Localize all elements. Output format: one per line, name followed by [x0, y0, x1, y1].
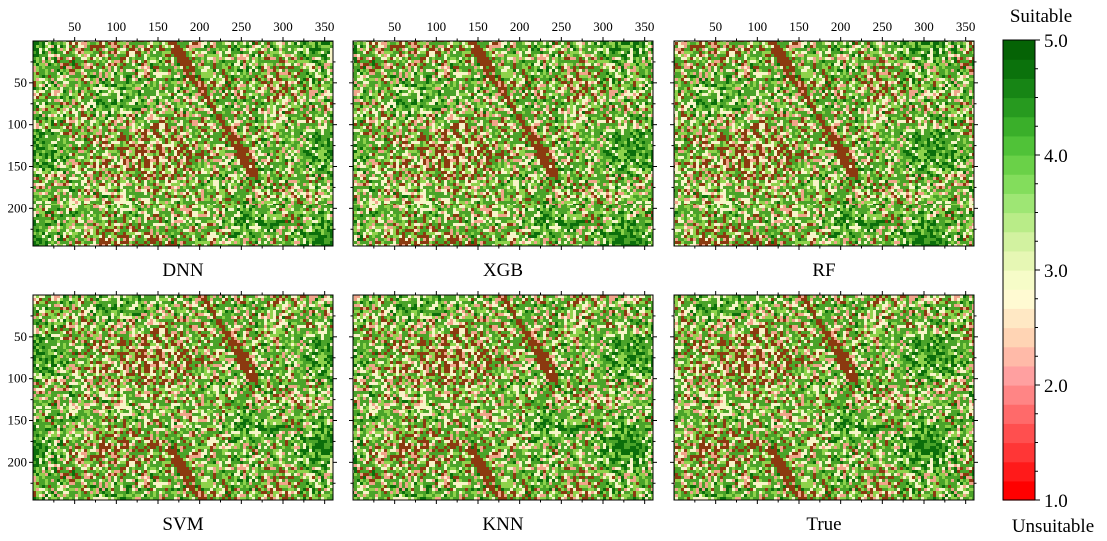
- colorbar-step: [1003, 231, 1035, 252]
- colorbar-step: [1003, 155, 1035, 175]
- colorbar-top-label: Suitable: [1010, 6, 1072, 27]
- map-panel-knn: KNN: [349, 291, 657, 535]
- x-tick-label: 150: [148, 19, 168, 34]
- x-tick-label: 200: [190, 19, 210, 34]
- colorbar-tick-label: 3.0: [1044, 261, 1068, 282]
- x-tick-label: 50: [68, 19, 81, 34]
- suitability-map: [353, 295, 653, 500]
- x-tick-label: 250: [232, 19, 252, 34]
- map-panel-dnn: 50 100 150 200 250 300 350 50 100 150 200 DNN: [8, 19, 337, 281]
- colorbar-step: [1003, 289, 1035, 309]
- colorbar-tick-label: 1.0: [1044, 491, 1068, 512]
- x-tick-label: 300: [914, 19, 934, 34]
- x-tick-label: 250: [552, 19, 572, 34]
- colorbar-step: [1003, 135, 1035, 156]
- colorbar-ticks: 5.0 4.0 3.0 2.0 1.0: [1035, 31, 1068, 512]
- x-tick-label: 250: [873, 19, 893, 34]
- map-panel-svm: 50 100 150 200 SVM: [8, 291, 337, 535]
- x-tick-label: 350: [635, 19, 655, 34]
- colorbar-tick-label: 4.0: [1044, 146, 1068, 167]
- colorbar-step: [1003, 308, 1035, 329]
- colorbar-step: [1003, 97, 1035, 118]
- x-tick-label: 300: [593, 19, 613, 34]
- panel-frame: [32, 40, 334, 247]
- suitability-map: [353, 41, 653, 246]
- y-tick-label: 150: [8, 159, 28, 174]
- y-tick-label: 150: [8, 413, 28, 428]
- panel-title: DNN: [162, 260, 203, 281]
- y-tick-label: 100: [8, 117, 28, 132]
- colorbar-step: [1003, 365, 1035, 386]
- x-tick-label: 350: [315, 19, 335, 34]
- panel-title: RF: [812, 260, 835, 281]
- x-tick-label: 100: [107, 19, 127, 34]
- colorbar-step: [1003, 423, 1035, 444]
- suitability-map: [674, 295, 974, 500]
- colorbar-step: [1003, 193, 1035, 214]
- y-tick-label: 50: [14, 75, 27, 90]
- colorbar-step: [1003, 40, 1035, 60]
- x-tick-label: 350: [956, 19, 976, 34]
- x-tick-label: 300: [273, 19, 293, 34]
- colorbar-step: [1003, 385, 1035, 405]
- colorbar-step: [1003, 174, 1035, 194]
- colorbar-step: [1003, 442, 1035, 463]
- x-tick-label: 200: [831, 19, 851, 34]
- y-tick-label: 50: [14, 329, 27, 344]
- colorbar-step: [1003, 78, 1035, 99]
- colorbar-bottom-label: Unsuitable: [1012, 516, 1094, 537]
- panel-frame: [32, 294, 334, 501]
- panel-title: True: [806, 514, 841, 535]
- x-tick-label: 150: [789, 19, 809, 34]
- map-panels: 50 100 150 200 250 300 350 50 100 150 200 DNN 50 100 1…: [8, 19, 978, 535]
- panel-frame: [352, 294, 654, 501]
- x-tick-label: 150: [468, 19, 488, 34]
- colorbar-steps: [1003, 40, 1035, 501]
- colorbar: Suitable 5.0 4.0 3.0 2.0 1.0 Unsuitable: [1002, 6, 1094, 537]
- suitability-map: [33, 295, 333, 500]
- colorbar-step: [1003, 270, 1035, 290]
- panel-title: KNN: [482, 514, 523, 535]
- x-tick-label: 50: [709, 19, 722, 34]
- colorbar-step: [1003, 346, 1035, 367]
- map-panel-true: True: [670, 291, 978, 535]
- suitability-map: [33, 41, 333, 246]
- panel-frame: [352, 40, 654, 247]
- colorbar-step: [1003, 327, 1035, 348]
- colorbar-step: [1003, 116, 1035, 137]
- panel-frame: [673, 40, 975, 247]
- x-tick-label: 100: [748, 19, 768, 34]
- x-tick-label: 100: [427, 19, 447, 34]
- map-panel-rf: 50 100 150 200 250 300 350 RF: [670, 19, 978, 281]
- colorbar-step: [1003, 461, 1035, 482]
- colorbar-step: [1003, 480, 1035, 501]
- y-tick-label: 200: [8, 200, 28, 215]
- colorbar-step: [1003, 59, 1035, 79]
- colorbar-step: [1003, 250, 1035, 271]
- suitability-map: [674, 41, 974, 246]
- colorbar-tick-label: 2.0: [1044, 376, 1068, 397]
- y-tick-label: 200: [8, 454, 28, 469]
- y-tick-label: 100: [8, 371, 28, 386]
- colorbar-step: [1003, 212, 1035, 233]
- map-panel-xgb: 50 100 150 200 250 300 350 XGB: [349, 19, 657, 281]
- panel-frame: [673, 294, 975, 501]
- colorbar-tick-label: 5.0: [1044, 31, 1068, 52]
- colorbar-step: [1003, 404, 1035, 424]
- panel-title: SVM: [162, 514, 203, 535]
- x-tick-label: 50: [388, 19, 401, 34]
- x-tick-label: 200: [510, 19, 530, 34]
- panel-title: XGB: [483, 260, 523, 281]
